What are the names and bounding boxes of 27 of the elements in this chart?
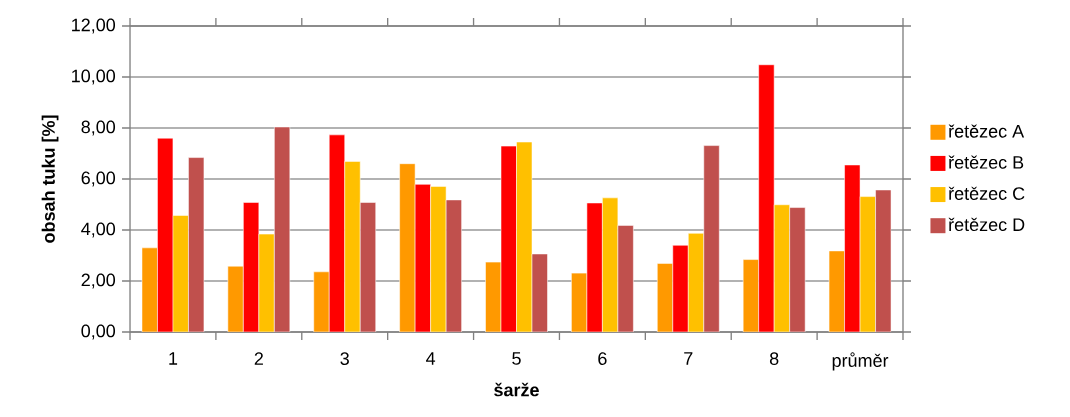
x-axis-title: šarže: [494, 382, 539, 397]
bar: [313, 271, 330, 332]
bar: [258, 233, 275, 332]
y-tick-label: 6,00: [81, 171, 116, 187]
x-tick-label: průměr: [832, 352, 889, 371]
y-tick-label: 12,00: [72, 18, 116, 34]
x-tick-label: 6: [598, 352, 607, 365]
x-tick-label: 8: [769, 352, 779, 365]
y-tick-label: 0,00: [81, 324, 116, 340]
bar: [227, 265, 244, 332]
x-tick-label: 4: [426, 352, 436, 365]
x-tick-label: 1: [169, 352, 178, 365]
bar: [344, 161, 361, 332]
x-tick-label: 5: [512, 352, 521, 365]
x-tick-label: 3: [340, 352, 349, 365]
y-tick-label: 4,00: [81, 222, 116, 238]
y-tick-label: 8,00: [81, 120, 116, 136]
x-tick-label: 2: [254, 352, 263, 365]
legend-label: řetězec D: [948, 217, 1025, 232]
legend-label: řetězec A: [948, 124, 1025, 138]
x-tick-label: 7: [684, 352, 693, 365]
bar: [399, 163, 416, 332]
legend-label: řetězec C: [948, 186, 1025, 200]
y-tick-label: 10,00: [72, 69, 116, 85]
y-tick-label: 2,00: [81, 273, 116, 289]
legend-label: řetězec B: [948, 155, 1024, 169]
y-axis-title: obsah tuku [%]: [41, 115, 59, 243]
